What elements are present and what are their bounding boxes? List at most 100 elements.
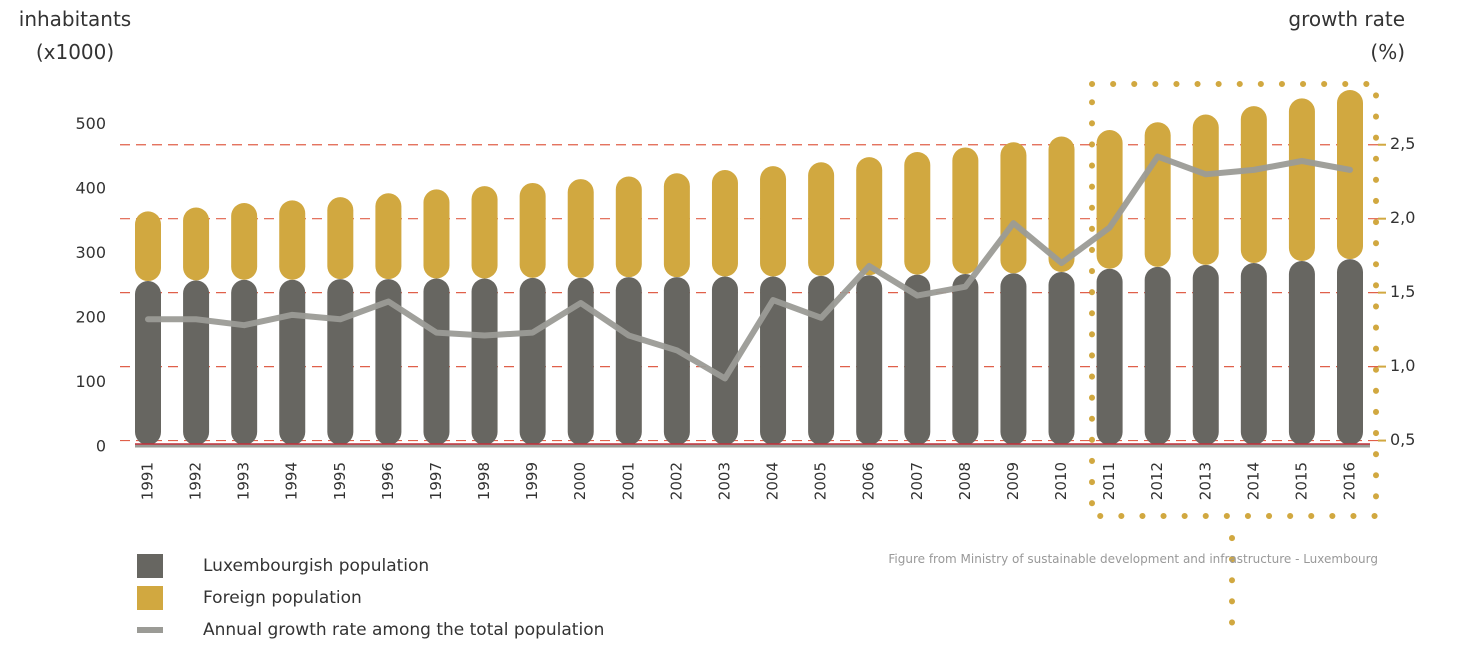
x-tick-label: 2003 <box>715 462 733 500</box>
bar-segment <box>183 207 210 281</box>
bar-segment <box>231 279 258 445</box>
bar-segment <box>279 200 306 280</box>
bar-segment <box>423 278 450 445</box>
bar-segment <box>856 275 883 445</box>
bar-segment <box>1192 114 1219 265</box>
bar-segment <box>1144 122 1171 267</box>
x-tick-label: 2002 <box>667 462 685 500</box>
bar-segment <box>1000 142 1027 274</box>
bar-segment <box>183 280 210 445</box>
x-tick-label: 2012 <box>1148 462 1166 500</box>
bar-segment <box>327 197 354 280</box>
x-tick-label: 2013 <box>1196 462 1214 500</box>
bar-segment <box>1337 259 1363 445</box>
y2-tick-label: 1,0 <box>1390 356 1415 375</box>
x-tick-label: 2005 <box>812 462 830 500</box>
x-tick-label: 1999 <box>523 462 541 500</box>
x-tick-label: 1991 <box>139 462 157 500</box>
bar-segment <box>663 277 690 445</box>
x-tick-label: 2006 <box>860 462 878 500</box>
bar-segment <box>1096 268 1123 445</box>
x-tick-label: 2016 <box>1341 462 1359 500</box>
bar-segment <box>711 170 738 277</box>
y-tick-label: 300 <box>75 243 106 262</box>
bar-segment <box>663 173 690 278</box>
bar-segment <box>1240 106 1267 263</box>
bar-segment <box>760 166 787 277</box>
axis-title-line: inhabitants <box>19 7 131 31</box>
bar-segment <box>1048 136 1075 273</box>
bar-segment <box>760 276 787 445</box>
bar-segment <box>904 151 931 275</box>
y2-tick-label: 2,5 <box>1390 134 1415 153</box>
y2-tick-label: 0,5 <box>1390 430 1415 449</box>
legend-label: Annual growth rate among the total popul… <box>203 620 604 640</box>
x-tick-label: 2009 <box>1004 462 1022 500</box>
bar-segment <box>1288 98 1315 262</box>
y-tick-label: 400 <box>75 178 106 197</box>
bar-segment <box>615 176 642 278</box>
x-tick-label: 2007 <box>908 462 926 500</box>
bar-segment <box>567 277 594 445</box>
bar-segment <box>471 186 498 279</box>
bar-segment <box>856 157 883 276</box>
x-tick-label: 2004 <box>764 462 782 500</box>
bar-segment <box>1288 261 1315 445</box>
bar-segment <box>1000 273 1027 445</box>
axis-title-line: (%) <box>1370 40 1405 64</box>
bar-segment <box>808 275 835 445</box>
x-tick-label: 1997 <box>427 462 445 500</box>
y-tick-label: 200 <box>75 307 106 326</box>
axis-title: growth rate (%) <box>1288 7 1405 64</box>
bar-segment <box>952 273 979 445</box>
bar-segment <box>135 211 161 282</box>
x-tick-label: 1995 <box>331 462 349 500</box>
x-tick-label: 1994 <box>283 462 301 500</box>
legend-swatch <box>137 586 163 610</box>
y-tick-label: 100 <box>75 372 106 391</box>
bar-segment <box>519 277 546 445</box>
source-note: Figure from Ministry of sustainable deve… <box>888 552 1378 566</box>
y2-tick-label: 2,0 <box>1390 208 1415 227</box>
bar-segment <box>327 279 354 445</box>
bar-segment <box>375 279 402 445</box>
x-tick-label: 1993 <box>235 462 253 500</box>
bar-segment <box>567 179 594 278</box>
y2-tick-label: 1,5 <box>1390 282 1415 301</box>
axis-title: inhabitants (x1000) <box>19 7 131 64</box>
bar-segment <box>423 189 450 279</box>
y-tick-label: 0 <box>96 437 106 456</box>
bar-segment <box>1144 266 1171 445</box>
legend-swatch <box>137 554 163 578</box>
x-tick-label: 1996 <box>379 462 397 500</box>
x-tick-label: 1992 <box>187 462 205 500</box>
bar-segment <box>615 277 642 445</box>
bar-segment <box>519 182 546 278</box>
highlight-frame <box>1089 81 1379 519</box>
y-tick-label: 500 <box>75 114 106 133</box>
legend-label: Foreign population <box>203 588 362 608</box>
bar-segment <box>231 202 258 280</box>
bar-segment <box>808 162 835 276</box>
x-tick-label: 2011 <box>1100 462 1118 500</box>
bar-segment <box>471 278 498 445</box>
growth-line <box>145 153 1353 382</box>
axis-title-line: growth rate <box>1288 7 1405 31</box>
bar-segment <box>1192 264 1219 445</box>
x-tick-label: 2000 <box>571 462 589 500</box>
bar-segment <box>279 279 306 445</box>
x-tick-label: 2008 <box>956 462 974 500</box>
x-tick-label: 2015 <box>1292 462 1310 500</box>
legend-swatch <box>137 627 163 633</box>
bar-segment <box>1337 90 1363 260</box>
bar-segment <box>1048 272 1075 445</box>
x-tick-label: 1998 <box>475 462 493 500</box>
bar-segment <box>1240 262 1267 445</box>
axis-title-line: (x1000) <box>36 40 114 64</box>
bar-segment <box>1096 130 1123 269</box>
bar-segment <box>375 193 402 280</box>
legend-label: Luxembourgish population <box>203 556 429 576</box>
x-tick-label: 2001 <box>619 462 637 500</box>
bar-segment <box>135 281 161 445</box>
